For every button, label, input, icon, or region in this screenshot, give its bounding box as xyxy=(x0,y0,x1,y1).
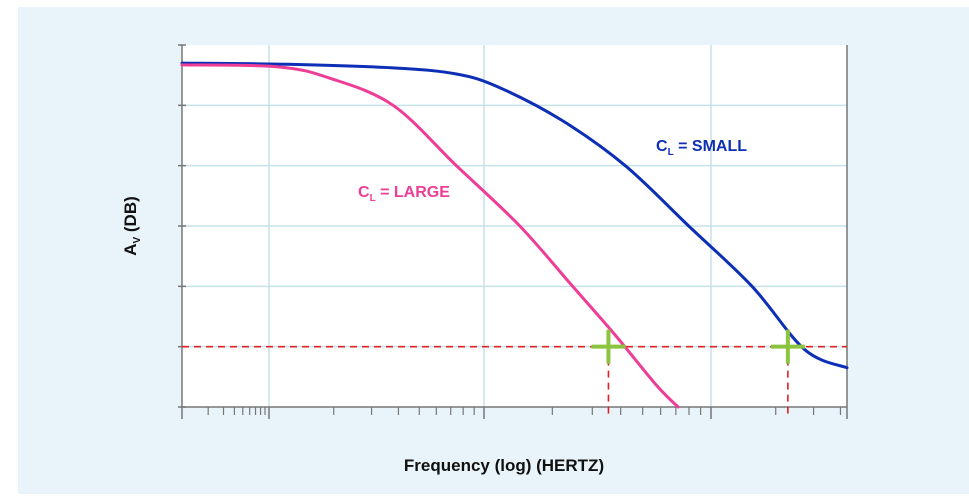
series-label-small-main: C xyxy=(656,138,668,155)
y-axis-title-rest: (DB) xyxy=(121,196,140,237)
y-axis-title: AV (DB) xyxy=(121,196,143,256)
y-axis-title-main: A xyxy=(121,244,140,256)
series-label-large-rest: = LARGE xyxy=(376,184,451,201)
crossing-markers xyxy=(591,329,805,364)
chart-panel: Frequency (log) (HERTZ) AV (DB) CL = SMA… xyxy=(18,7,969,494)
series-line-small xyxy=(180,61,849,370)
y-axis-title-sub: V xyxy=(132,237,143,244)
x-axis-title: Frequency (log) (HERTZ) xyxy=(404,456,604,475)
line-chart: Frequency (log) (HERTZ) AV (DB) CL = SMA… xyxy=(18,7,969,494)
series-label-large-sub: L xyxy=(370,193,376,204)
series-label-small-sub: L xyxy=(668,147,674,158)
curves xyxy=(180,61,849,409)
series-label-large-main: C xyxy=(358,184,370,201)
series-label-small-rest: = SMALL xyxy=(674,138,748,155)
series-label-large: CL = LARGE xyxy=(358,184,450,204)
threshold-lines xyxy=(182,345,847,417)
series-label-small: CL = SMALL xyxy=(656,138,747,158)
series-line-large xyxy=(180,63,680,409)
